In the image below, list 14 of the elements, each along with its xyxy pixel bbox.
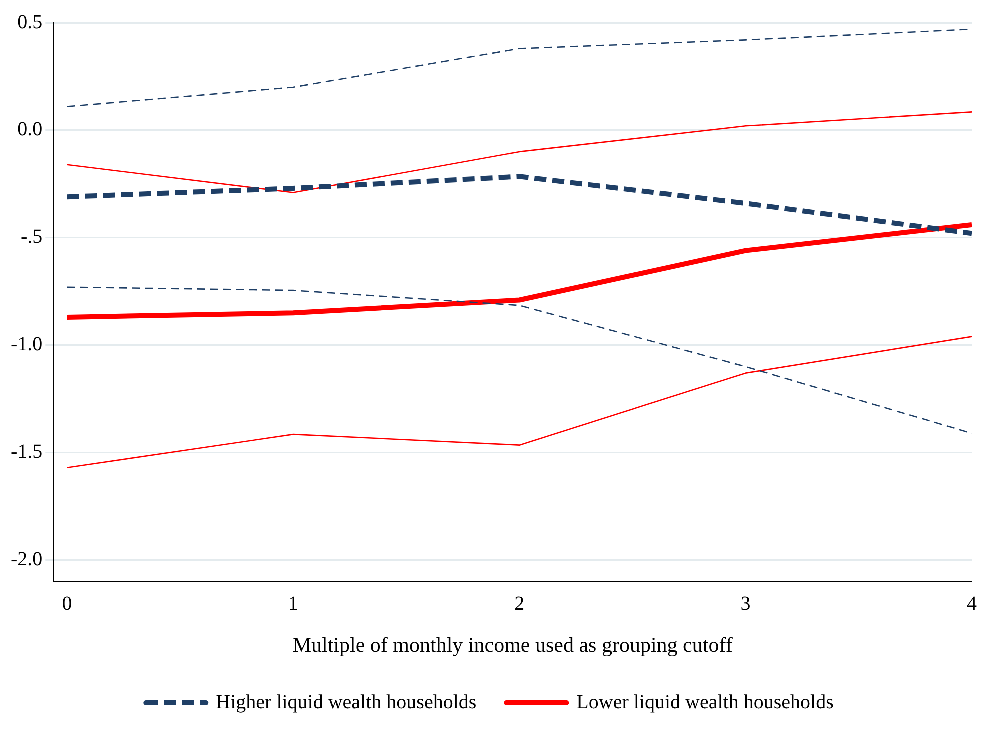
legend-label: Lower liquid wealth households (576, 691, 834, 714)
x-tick-label: 2 (514, 593, 525, 616)
x-tick-label: 3 (740, 593, 751, 616)
y-tick-label: 0.5 (18, 11, 43, 34)
x-tick-label: 4 (967, 593, 977, 616)
y-tick-label: -1.5 (10, 441, 43, 464)
x-tick-label: 1 (288, 593, 298, 616)
x-axis-title: Multiple of monthly income used as grouping cutoff (292, 632, 733, 657)
y-tick-label: -.5 (20, 226, 43, 248)
x-tick-label: 0 (62, 593, 72, 616)
y-tick-label: -2.0 (10, 548, 43, 571)
legend-label: Higher liquid wealth households (216, 691, 477, 714)
y-tick-label: 0.0 (18, 118, 43, 141)
y-tick-label: -1.0 (10, 334, 43, 356)
